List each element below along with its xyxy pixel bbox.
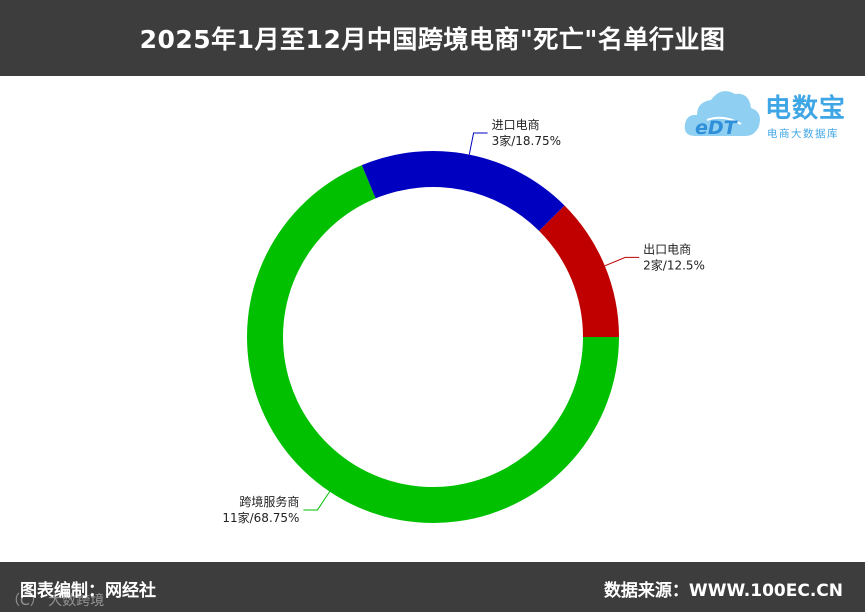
donut-slice <box>361 151 565 231</box>
slice-name-label: 跨境服务商 <box>239 494 299 509</box>
chart-credit: 图表编制：网经社 <box>20 581 156 601</box>
slice-value-label: 2家/12.5% <box>643 257 705 272</box>
slice-name-label: 进口电商 <box>492 117 540 132</box>
logo-mark: eDT <box>695 117 739 139</box>
slice-name-label: 出口电商 <box>643 241 691 256</box>
donut-slice <box>539 205 619 337</box>
logo-brand: 电数宝 <box>765 94 847 124</box>
data-source: 数据来源：WWW.100EC.CN <box>603 581 843 601</box>
cloud-logo-icon: eDT <box>684 91 760 139</box>
chart-title-bar: 2025年1月至12月中国跨境电商"死亡"名单行业图 <box>0 0 865 76</box>
dianshubao-logo: eDT 电数宝 电商大数据库 <box>683 84 858 154</box>
leader-line <box>468 132 488 155</box>
slice-value-label: 3家/18.75% <box>492 133 561 148</box>
leader-line <box>604 256 640 267</box>
logo-tagline: 电商大数据库 <box>767 128 839 140</box>
footer-bar: 图表编制：网经社 数据来源：WWW.100EC.CN <box>0 562 865 612</box>
chart-title: 2025年1月至12月中国跨境电商"死亡"名单行业图 <box>139 25 726 54</box>
watermark: （C） 大数跨境 <box>6 593 105 609</box>
leader-line <box>303 491 331 511</box>
donut-slices <box>246 151 619 524</box>
slice-value-label: 11家/68.75% <box>222 510 299 525</box>
